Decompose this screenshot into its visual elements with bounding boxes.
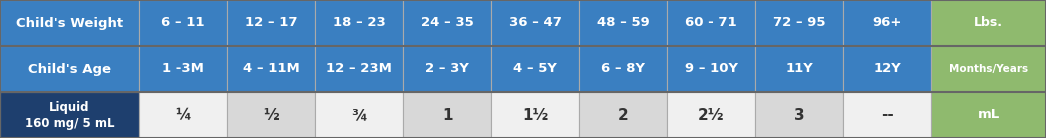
Text: 12Y: 12Y [873, 63, 901, 75]
Text: 72 – 95: 72 – 95 [773, 17, 825, 30]
Bar [227, 92, 315, 138]
Text: mL: mL [977, 108, 1000, 121]
Text: Months/Years: Months/Years [949, 64, 1028, 74]
Text: 96+: 96+ [872, 17, 902, 30]
Text: 24 – 35: 24 – 35 [420, 17, 474, 30]
Text: 60 - 71: 60 - 71 [685, 17, 737, 30]
Bar [755, 92, 843, 138]
Text: 6 – 11: 6 – 11 [161, 17, 205, 30]
Text: ¼: ¼ [176, 108, 191, 123]
Bar [843, 0, 931, 46]
Bar [667, 92, 755, 138]
Bar [931, 0, 1046, 46]
Text: 12 – 23M: 12 – 23M [326, 63, 392, 75]
Bar [0, 92, 139, 138]
Text: 4 – 11M: 4 – 11M [243, 63, 299, 75]
Text: 48 – 59: 48 – 59 [596, 17, 650, 30]
Bar [403, 46, 492, 92]
Text: 12 – 17: 12 – 17 [245, 17, 297, 30]
Bar [492, 0, 579, 46]
Bar [403, 0, 492, 46]
Bar [139, 92, 227, 138]
Bar [843, 46, 931, 92]
Text: 18 – 23: 18 – 23 [333, 17, 386, 30]
Text: 6 – 8Y: 6 – 8Y [601, 63, 645, 75]
Text: 2 – 3Y: 2 – 3Y [425, 63, 469, 75]
Bar [227, 46, 315, 92]
Text: 1½: 1½ [522, 108, 548, 123]
Bar [227, 0, 315, 46]
Bar [931, 92, 1046, 138]
Text: 11Y: 11Y [786, 63, 813, 75]
Bar [492, 92, 579, 138]
Text: 2½: 2½ [698, 108, 724, 123]
Text: ¾: ¾ [351, 108, 367, 123]
Text: 9 – 10Y: 9 – 10Y [684, 63, 737, 75]
Bar [667, 0, 755, 46]
Bar [843, 92, 931, 138]
Bar [755, 0, 843, 46]
Bar [315, 92, 403, 138]
Bar [315, 46, 403, 92]
Text: Child's Weight: Child's Weight [16, 17, 123, 30]
Bar [931, 46, 1046, 92]
Text: 36 – 47: 36 – 47 [508, 17, 562, 30]
Text: Lbs.: Lbs. [974, 17, 1003, 30]
Bar [139, 0, 227, 46]
Text: --: -- [881, 108, 893, 123]
Bar [315, 0, 403, 46]
Text: 2: 2 [618, 108, 629, 123]
Text: ½: ½ [264, 108, 279, 123]
Bar [667, 46, 755, 92]
Text: 3: 3 [794, 108, 804, 123]
Text: Child's Age: Child's Age [28, 63, 111, 75]
Bar [139, 46, 227, 92]
Bar [579, 0, 667, 46]
Bar [579, 92, 667, 138]
Text: 1: 1 [441, 108, 452, 123]
Text: Liquid
160 mg/ 5 mL: Liquid 160 mg/ 5 mL [25, 100, 114, 129]
Bar [403, 92, 492, 138]
Text: 1 -3M: 1 -3M [162, 63, 204, 75]
Bar [0, 0, 139, 46]
Bar [579, 46, 667, 92]
Bar [755, 46, 843, 92]
Bar [492, 46, 579, 92]
Bar [0, 46, 139, 92]
Text: 4 – 5Y: 4 – 5Y [514, 63, 558, 75]
